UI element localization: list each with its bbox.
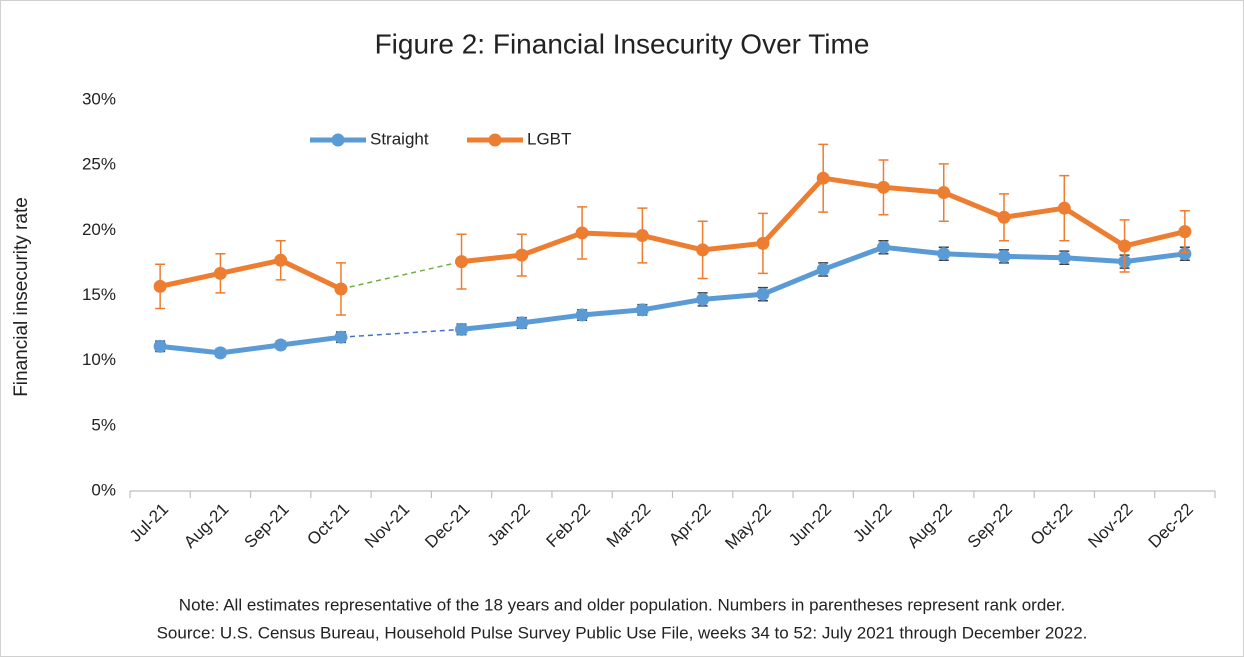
point <box>1178 247 1192 261</box>
point <box>937 186 951 200</box>
point <box>455 322 469 336</box>
point <box>756 287 770 301</box>
point <box>213 266 227 280</box>
point <box>334 330 348 344</box>
legend-label: Straight <box>370 129 429 148</box>
point <box>816 262 830 276</box>
gap-connector <box>340 260 462 290</box>
point <box>213 346 227 360</box>
series-line <box>159 334 342 356</box>
point <box>937 247 951 261</box>
legend-marker <box>331 133 345 147</box>
y-tick-label: 25% <box>82 155 116 174</box>
point <box>635 303 649 317</box>
point <box>515 248 529 262</box>
point <box>756 236 770 250</box>
y-tick-label: 15% <box>82 285 116 304</box>
y-tick-label: 30% <box>82 89 116 108</box>
point <box>876 180 890 194</box>
point <box>153 279 167 293</box>
legend-label: LGBT <box>527 129 571 148</box>
gap-connector <box>340 328 462 338</box>
point <box>997 249 1011 263</box>
point <box>1118 239 1132 253</box>
y-axis-label: Financial insecurity rate <box>11 197 32 397</box>
y-tick-label: 20% <box>82 220 116 239</box>
series-line <box>159 257 343 292</box>
point <box>1178 225 1192 239</box>
point <box>575 226 589 240</box>
chart-title: Figure 2: Financial Insecurity Over Time <box>375 28 870 59</box>
point <box>455 255 469 269</box>
point <box>997 210 1011 224</box>
point <box>696 292 710 306</box>
point <box>334 282 348 296</box>
point <box>274 338 288 352</box>
note: Note: All estimates representative of th… <box>179 595 1065 614</box>
point <box>1057 251 1071 265</box>
point <box>1057 201 1071 215</box>
point <box>635 229 649 243</box>
y-tick-label: 5% <box>91 415 116 434</box>
point <box>816 171 830 185</box>
point <box>274 253 288 267</box>
legend-marker <box>488 133 502 147</box>
y-tick-label: 0% <box>91 480 116 499</box>
point <box>575 308 589 322</box>
point <box>876 240 890 254</box>
point <box>515 316 529 330</box>
point <box>696 243 710 257</box>
y-tick-label: 10% <box>82 350 116 369</box>
point <box>153 339 167 353</box>
note: Source: U.S. Census Bureau, Household Pu… <box>157 623 1088 642</box>
